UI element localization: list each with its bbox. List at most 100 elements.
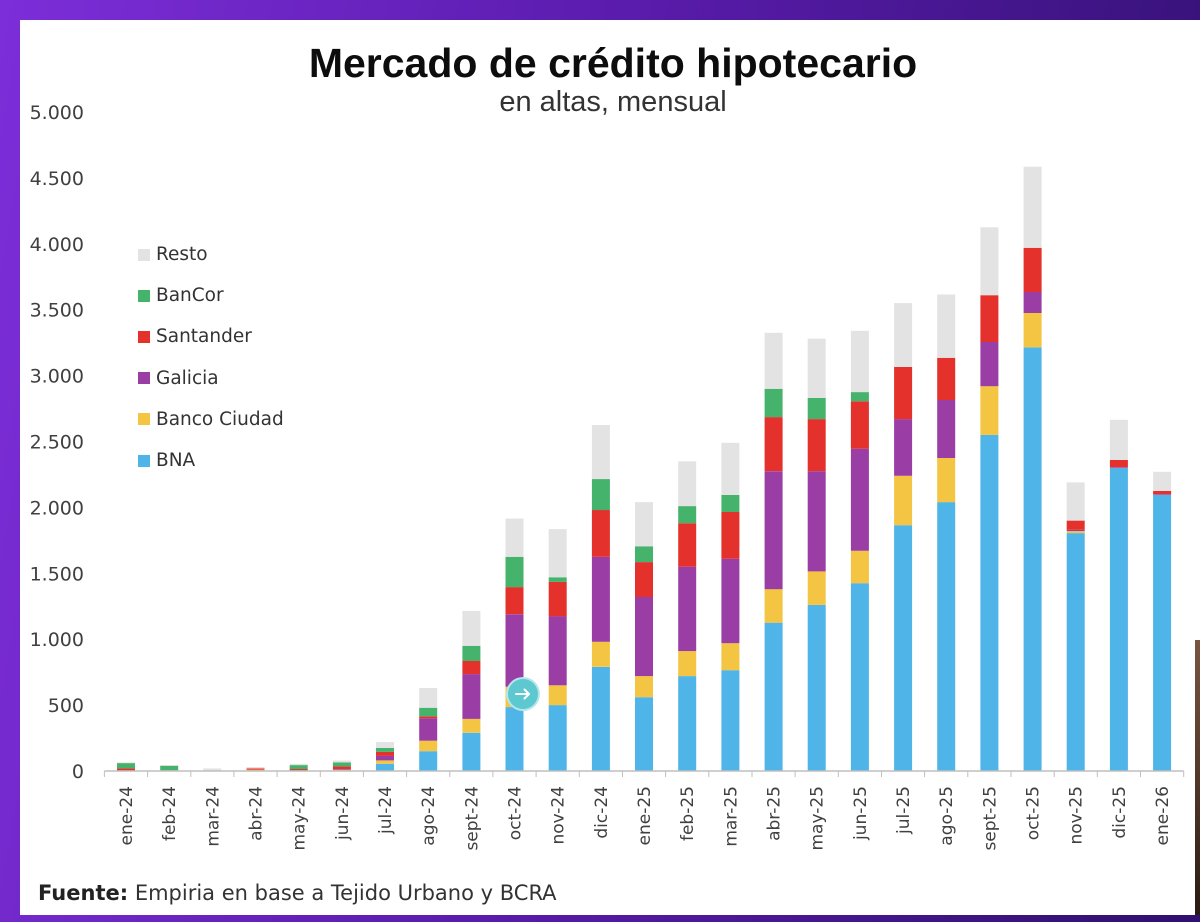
chart-subtitle: en altas, mensual xyxy=(499,86,727,118)
bar-santander-sept-25 xyxy=(980,295,999,342)
x-tick-label: feb-24 xyxy=(160,786,180,841)
legend-label-bna: BNA xyxy=(156,450,196,472)
bar-bna-sept-24 xyxy=(462,732,481,771)
legend-label-santander: Santander xyxy=(156,326,252,348)
legend-swatch-galicia xyxy=(138,372,150,385)
bar-resto-feb-25 xyxy=(678,461,697,507)
bar-resto-abr-24 xyxy=(246,767,265,769)
bar-banco-ciudad-oct-25 xyxy=(1023,313,1042,348)
source-text: Empiria en base a Tejido Urbano y BCRA xyxy=(134,881,557,905)
bar-santander-ene-26 xyxy=(1153,490,1172,495)
bar-galicia-sept-24 xyxy=(462,674,481,719)
x-tick-label: sept-25 xyxy=(980,786,1000,851)
arrow-right-circle-button[interactable] xyxy=(506,677,540,711)
bar-resto-abr-25 xyxy=(764,332,783,389)
bar-galicia-ago-24 xyxy=(419,718,438,741)
bar-galicia-jul-24 xyxy=(376,755,394,761)
bar-bancor-feb-24 xyxy=(160,765,179,771)
y-tick-label: 1.500 xyxy=(30,563,84,585)
x-tick-label: nov-24 xyxy=(549,786,569,845)
legend-swatch-bna xyxy=(138,454,150,467)
bar-banco-ciudad-mar-25 xyxy=(721,643,740,671)
bar-santander-oct-24 xyxy=(505,587,524,615)
legend-item-bancor: BanCor xyxy=(138,275,284,316)
legend-label-banco-ciudad: Banco Ciudad xyxy=(156,408,284,430)
bar-bna-jul-25 xyxy=(894,525,913,771)
bar-santander-abr-24 xyxy=(246,768,265,770)
legend-label-bancor: BanCor xyxy=(156,285,224,307)
bar-bancor-dic-24 xyxy=(591,479,610,511)
x-tick-label: ago-24 xyxy=(419,786,439,846)
bar-bna-nov-25 xyxy=(1066,533,1085,771)
x-tick-label: mar-24 xyxy=(203,786,223,847)
bar-bna-ago-24 xyxy=(419,751,438,771)
bar-santander-mar-25 xyxy=(721,512,740,559)
y-tick-label: 5.000 xyxy=(30,102,84,124)
bar-resto-mar-25 xyxy=(721,442,740,495)
bar-resto-jul-24 xyxy=(376,742,394,748)
bar-santander-oct-25 xyxy=(1023,247,1042,292)
y-tick-label: 4.000 xyxy=(30,234,84,256)
bar-santander-ago-24 xyxy=(419,716,438,719)
bar-bancor-jun-25 xyxy=(850,392,869,402)
bar-bancor-may-25 xyxy=(807,398,826,420)
bar-galicia-mar-25 xyxy=(721,558,740,644)
legend-swatch-bancor xyxy=(138,289,150,302)
bar-galicia-ago-25 xyxy=(937,400,956,458)
bar-santander-dic-25 xyxy=(1109,460,1128,468)
bar-resto-ene-26 xyxy=(1153,471,1172,491)
bar-bancor-ene-25 xyxy=(635,546,653,563)
bar-banco-ciudad-jul-24 xyxy=(376,760,394,764)
x-axis-labels: ene-24 feb-24 mar-24 abr-24 may-24 jun-24 jul-… xyxy=(117,786,1173,851)
x-tick-label: ene-24 xyxy=(117,786,137,845)
bar-galicia-dic-24 xyxy=(591,556,610,642)
bar-banco-ciudad-nov-25 xyxy=(1066,531,1085,534)
bar-resto-nov-25 xyxy=(1066,482,1085,521)
bar-banco-ciudad-may-25 xyxy=(807,571,826,605)
bar-resto-nov-24 xyxy=(548,529,567,578)
bar-resto-may-25 xyxy=(807,338,826,398)
bar-bna-ene-26 xyxy=(1153,494,1172,771)
bar-bancor-ago-24 xyxy=(419,707,438,717)
bar-bancor-jul-24 xyxy=(376,747,394,752)
bar-santander-nov-25 xyxy=(1066,520,1085,530)
bar-bna-ene-25 xyxy=(635,697,653,771)
bar-galicia-nov-25 xyxy=(1066,529,1085,532)
legend-item-santander: Santander xyxy=(138,316,284,357)
legend-swatch-santander xyxy=(138,330,150,343)
legend-item-galicia: Galicia xyxy=(138,358,284,399)
bar-bancor-feb-25 xyxy=(678,506,697,524)
x-tick-label: ago-25 xyxy=(937,786,957,846)
legend-item-resto: Resto xyxy=(138,234,284,275)
bar-resto-oct-25 xyxy=(1023,166,1042,248)
x-tick-label: dic-25 xyxy=(1110,786,1130,839)
bar-bna-abr-25 xyxy=(764,622,783,771)
y-tick-label: 1.000 xyxy=(30,629,84,651)
bar-galicia-dic-25 xyxy=(1109,467,1128,468)
bar-resto-ago-25 xyxy=(937,294,956,358)
x-tick-label: jul-24 xyxy=(376,786,396,835)
bar-santander-dic-24 xyxy=(591,510,610,557)
bar-santander-may-24 xyxy=(289,769,308,771)
x-tick-label: ene-26 xyxy=(1153,786,1173,845)
bar-santander-sept-24 xyxy=(462,660,481,675)
bar-galicia-may-25 xyxy=(807,471,826,572)
bar-resto-ene-25 xyxy=(635,502,653,547)
bar-bna-may-25 xyxy=(807,604,826,771)
legend-item-banco-ciudad: Banco Ciudad xyxy=(138,399,284,440)
bar-galicia-abr-25 xyxy=(764,471,783,590)
bar-santander-ene-25 xyxy=(635,562,653,597)
bar-resto-jul-25 xyxy=(894,303,913,367)
bar-banco-ciudad-sept-25 xyxy=(980,386,999,435)
bar-resto-may-24 xyxy=(289,763,308,766)
bar-santander-jul-25 xyxy=(894,367,913,420)
bar-banco-ciudad-sept-24 xyxy=(462,718,481,733)
bar-galicia-jun-25 xyxy=(850,448,869,551)
bar-resto-dic-25 xyxy=(1109,419,1128,460)
bar-galicia-oct-24 xyxy=(505,614,524,687)
x-tick-label: abr-24 xyxy=(247,786,267,841)
legend-swatch-resto xyxy=(138,248,150,261)
source-label: Fuente: xyxy=(38,881,129,905)
bar-bancor-nov-24 xyxy=(548,577,567,582)
bar-bancor-may-24 xyxy=(289,765,308,770)
